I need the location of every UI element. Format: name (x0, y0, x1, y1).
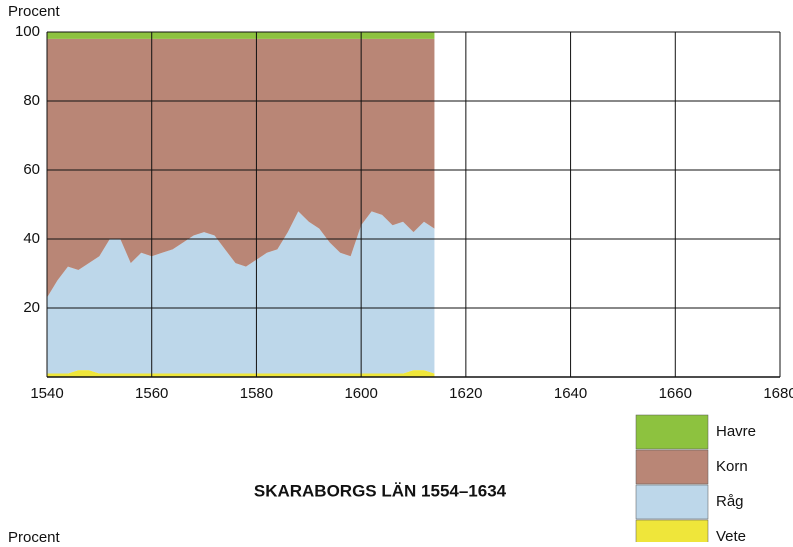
area (47, 38, 435, 298)
x-tick-label: 1660 (659, 385, 692, 402)
x-tick-label: 1620 (449, 385, 482, 402)
x-tick-label: 1540 (30, 385, 63, 402)
legend-label: Vete (716, 528, 746, 542)
y-tick-label: 20 (23, 299, 40, 316)
area (47, 211, 435, 374)
y-tick-label: 100 (15, 23, 40, 40)
legend-swatch (635, 484, 709, 520)
legend-swatch (635, 519, 709, 547)
x-tick-label: 1640 (554, 385, 587, 402)
y-tick-label: 40 (23, 230, 40, 247)
legend-swatch (635, 414, 709, 450)
legend-label: Korn (716, 458, 748, 475)
y-tick-label: 60 (23, 161, 40, 178)
x-tick-label: 1580 (240, 385, 273, 402)
annotation: Procent (8, 529, 61, 542)
chart-title: SKARABORGS LÄN 1554–1634 (254, 481, 507, 500)
x-tick-label: 1680 (763, 385, 793, 402)
area (47, 32, 435, 39)
x-tick-label: 1600 (344, 385, 377, 402)
legend-label: Råg (716, 493, 744, 510)
legend-label: Havre (716, 423, 756, 440)
legend-swatch (635, 449, 709, 485)
y-axis-label: Procent (8, 3, 61, 20)
x-tick-label: 1560 (135, 385, 168, 402)
y-tick-label: 80 (23, 92, 40, 109)
